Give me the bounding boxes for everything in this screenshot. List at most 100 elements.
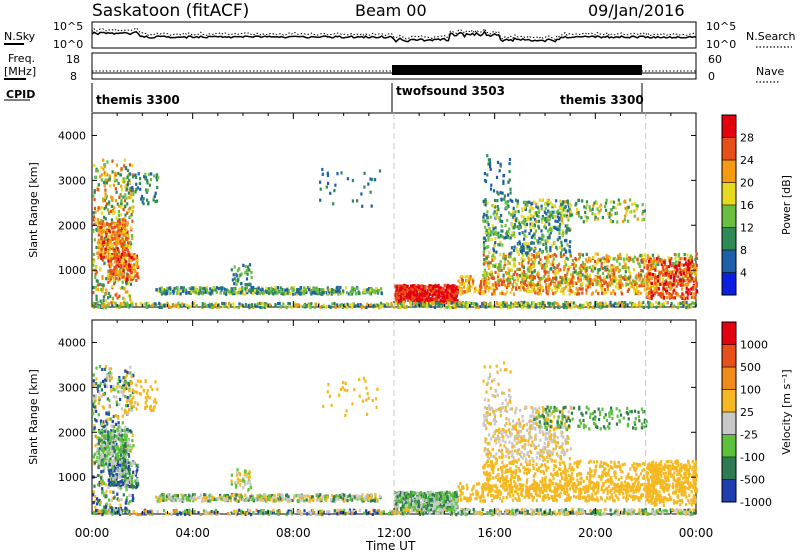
- scatter-cell: [532, 281, 535, 285]
- scatter-cell: [691, 264, 694, 269]
- scatter-cell: [155, 173, 159, 177]
- scatter-cell: [135, 182, 138, 186]
- scatter-cell: [118, 498, 121, 502]
- scatter-cell: [425, 294, 428, 298]
- scatter-cell: [664, 263, 667, 267]
- scatter-cell: [655, 300, 658, 304]
- scatter-cell: [104, 217, 107, 221]
- scatter-cell: [571, 258, 574, 262]
- scatter-cell: [549, 249, 552, 253]
- scatter-cell: [675, 264, 678, 268]
- scatter-cell: [113, 236, 116, 240]
- scatter-cell: [603, 260, 606, 264]
- scatter-cell: [520, 274, 523, 278]
- scatter-cell: [493, 292, 496, 296]
- scatter-cell: [381, 304, 384, 308]
- scatter-cell: [115, 253, 118, 257]
- scatter-cell: [524, 203, 527, 207]
- scatter-cell: [128, 163, 132, 167]
- scatter-cell: [451, 289, 455, 293]
- scatter-cell: [100, 173, 103, 177]
- scatter-cell: [486, 154, 489, 158]
- scatter-cell: [102, 298, 105, 303]
- scatter-cell: [511, 283, 514, 287]
- scatter-cell: [406, 296, 409, 300]
- scatter-cell: [607, 259, 610, 263]
- scatter-cell: [277, 302, 280, 306]
- scatter-cell: [492, 247, 495, 251]
- scatter-cell: [590, 279, 593, 283]
- scatter-cell: [122, 239, 125, 243]
- scatter-cell: [646, 287, 649, 291]
- scatter-cell: [421, 299, 424, 303]
- scatter-cell: [686, 268, 689, 272]
- scatter-cell: [417, 288, 420, 292]
- scatter-cell: [131, 275, 134, 279]
- scatter-cell: [457, 285, 460, 289]
- scatter-cell: [686, 271, 689, 275]
- scatter-cell: [633, 303, 636, 307]
- scatter-cell: [606, 285, 609, 289]
- scatter-cell: [501, 280, 504, 284]
- scatter-cell: [116, 219, 120, 223]
- scatter-cell: [130, 446, 134, 450]
- scatter-cell: [552, 214, 555, 218]
- scatter-cell: [517, 275, 520, 279]
- scatter-cell: [566, 224, 569, 228]
- scatter-cell: [588, 265, 591, 269]
- scatter-cell: [120, 378, 123, 382]
- station-title: Saskatoon (fitACF): [92, 1, 249, 21]
- scatter-cell: [97, 256, 100, 260]
- scatter-cell: [248, 306, 251, 310]
- scatter-cell: [322, 288, 325, 292]
- scatter-cell: [148, 304, 151, 308]
- scatter-cell: [94, 285, 97, 290]
- scatter-cell: [113, 268, 116, 272]
- scatter-cell: [542, 242, 545, 247]
- scatter-cell: [92, 373, 95, 377]
- scatter-cell: [219, 286, 222, 290]
- scatter-cell: [405, 287, 408, 291]
- scatter-cell: [502, 266, 505, 270]
- scatter-cell: [261, 287, 264, 291]
- scatter-cell: [623, 277, 626, 282]
- scatter-cell: [530, 277, 533, 281]
- scatter-cell: [577, 279, 580, 283]
- scatter-cell: [281, 290, 284, 294]
- scatter-cell: [671, 270, 674, 274]
- scatter-cell: [660, 291, 663, 296]
- scatter-cell: [237, 267, 240, 271]
- scatter-cell: [99, 175, 102, 179]
- scatter-cell: [95, 221, 98, 225]
- scatter-cell: [529, 225, 532, 229]
- scatter-cell: [677, 260, 680, 264]
- scatter-cell: [547, 202, 550, 206]
- scatter-cell: [623, 265, 626, 269]
- scatter-cell: [531, 286, 534, 290]
- scatter-cell: [560, 244, 563, 248]
- scatter-cell: [548, 303, 551, 307]
- scatter-cell: [105, 178, 108, 183]
- scatter-cell: [130, 405, 133, 409]
- scatter-cell: [691, 271, 694, 275]
- scatter-cell: [92, 453, 96, 457]
- scatter-cell: [125, 222, 128, 226]
- scatter-cell: [503, 197, 506, 201]
- scatter-cell: [106, 465, 110, 469]
- scatter-cell: [94, 434, 97, 438]
- scatter-cell: [130, 270, 133, 274]
- scatter-cell: [128, 448, 131, 452]
- scatter-cell: [633, 288, 636, 293]
- scatter-cell: [509, 191, 512, 195]
- scatter-cell: [523, 200, 526, 204]
- scatter-cell: [577, 211, 580, 215]
- scatter-cell: [93, 198, 96, 202]
- scatter-cell: [513, 235, 516, 239]
- scatter-cell: [535, 211, 538, 215]
- scatter-cell: [94, 302, 97, 306]
- scatter-cell: [549, 201, 552, 205]
- scatter-cell: [508, 157, 512, 162]
- scatter-cell: [333, 301, 336, 306]
- scatter-cell: [96, 497, 99, 501]
- scatter-cell: [554, 254, 558, 258]
